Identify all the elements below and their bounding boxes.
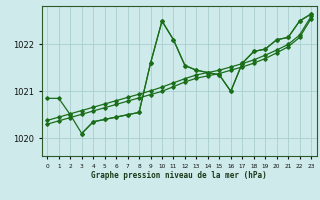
X-axis label: Graphe pression niveau de la mer (hPa): Graphe pression niveau de la mer (hPa) [91, 171, 267, 180]
